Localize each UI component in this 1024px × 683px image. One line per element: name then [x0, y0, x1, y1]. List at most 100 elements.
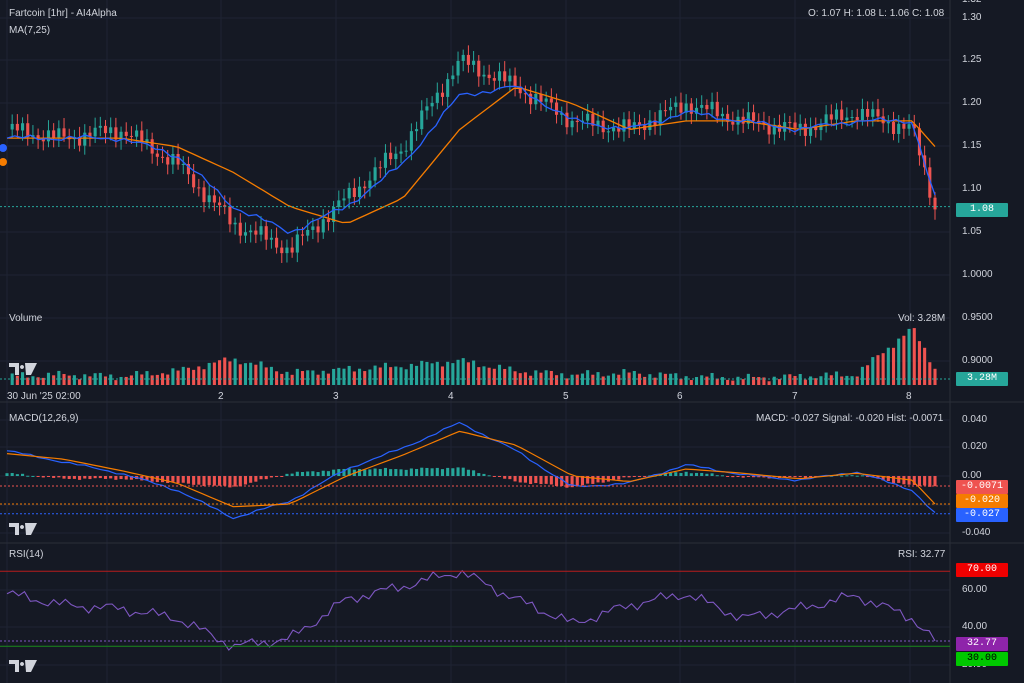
macd-hist-bar — [394, 469, 398, 476]
ma25-line — [7, 87, 936, 224]
candle-body — [860, 108, 864, 121]
volume-bar — [596, 372, 600, 385]
candle-body — [243, 232, 248, 236]
macd-hist-bar — [809, 476, 813, 477]
candle-body — [404, 150, 408, 152]
volume-bar — [409, 363, 413, 385]
macd-hist-bar — [218, 476, 222, 486]
volume-bar — [451, 363, 455, 385]
candle-body — [472, 60, 476, 65]
candle-body — [891, 122, 896, 134]
candle-body — [114, 127, 118, 140]
macd-hist-bar — [591, 476, 595, 484]
volume-bar — [373, 365, 377, 385]
macd-hist-bar — [378, 469, 382, 476]
candle-body — [886, 122, 890, 124]
candle-body — [332, 206, 336, 222]
macd-hist-bar — [456, 467, 460, 476]
macd-hist-bar — [560, 476, 564, 486]
volume-bar — [653, 377, 657, 385]
volume-bar — [78, 379, 82, 385]
macd-hist-bar — [617, 476, 621, 480]
volume-bar — [337, 367, 341, 385]
candle-body — [52, 130, 56, 138]
macd-hist-bar — [57, 476, 61, 478]
volume-bar — [456, 359, 460, 385]
candle-body — [876, 109, 880, 117]
candle-body — [197, 187, 201, 189]
candle-body — [155, 153, 159, 157]
candle-body — [192, 174, 196, 188]
volume-bar — [720, 377, 724, 385]
macd-hist-bar — [554, 476, 559, 486]
volume-bar — [850, 376, 854, 385]
volume-bar — [135, 371, 139, 385]
candle-body — [648, 120, 652, 130]
macd-hist-bar — [363, 469, 367, 476]
volume-bar — [352, 371, 356, 385]
candle-body — [352, 187, 356, 198]
candle-body — [202, 187, 206, 203]
volume-bar — [482, 366, 486, 385]
price-tick-label: 1.15 — [962, 140, 982, 151]
candle-body — [342, 198, 346, 201]
volume-bar — [399, 367, 403, 385]
candle-body — [285, 247, 289, 254]
candle-body — [93, 127, 97, 137]
volume-bar — [88, 376, 92, 385]
volume-bar — [357, 368, 362, 385]
macd-hist-bar — [357, 469, 362, 476]
macd-hist-bar — [586, 476, 590, 484]
volume-bar — [871, 357, 875, 385]
candle-body — [554, 102, 559, 115]
macd-hist-bar — [710, 473, 714, 476]
candle-body — [46, 130, 51, 142]
volume-bar — [907, 328, 911, 385]
macd-hist-bar — [52, 476, 56, 478]
macd-hist-bar — [31, 475, 35, 477]
candle-body — [803, 123, 807, 136]
macd-hist-bar — [694, 472, 699, 476]
macd-hist-bar — [513, 476, 517, 482]
volume-bar — [731, 380, 735, 385]
volume-bar — [508, 366, 512, 385]
candle-body — [181, 163, 185, 165]
volume-bar — [554, 375, 559, 385]
candle-body — [902, 123, 906, 129]
volume-bar — [726, 379, 730, 385]
volume-bar — [83, 374, 87, 385]
volume-bar — [363, 371, 367, 385]
candle-body — [129, 135, 133, 137]
volume-bar — [632, 371, 636, 385]
volume-bar — [114, 380, 118, 385]
candle-body — [731, 121, 735, 125]
candle-body — [575, 120, 579, 122]
volume-bar — [124, 376, 128, 385]
macd-hist-bar — [98, 476, 102, 479]
volume-bar — [757, 377, 761, 385]
macd-hist-bar — [440, 469, 445, 476]
volume-bar — [181, 366, 185, 385]
candle-body — [637, 122, 642, 126]
macd-hist-bar — [933, 476, 937, 487]
macd-hist-bar — [129, 476, 133, 480]
macd-hist-bar — [637, 476, 642, 477]
macd-hist-bar — [171, 476, 175, 482]
volume-bar — [917, 341, 921, 385]
candle-body — [83, 132, 87, 146]
candle-body — [290, 247, 294, 253]
candle-body — [78, 137, 82, 146]
candle-body — [679, 102, 683, 113]
macd-hist-bar — [223, 476, 227, 486]
volume-bar — [824, 372, 828, 385]
volume-bar — [192, 369, 196, 385]
macd-hist-bar — [383, 467, 388, 476]
volume-bar — [52, 375, 56, 385]
macd-hist-bar — [539, 476, 543, 485]
candle-body — [306, 229, 310, 236]
macd-hist-bar — [850, 475, 854, 477]
macd-hist-bar — [606, 476, 610, 482]
macd-hist-bar — [902, 476, 906, 485]
macd-hist-bar — [446, 467, 450, 476]
candle-body — [176, 153, 180, 165]
